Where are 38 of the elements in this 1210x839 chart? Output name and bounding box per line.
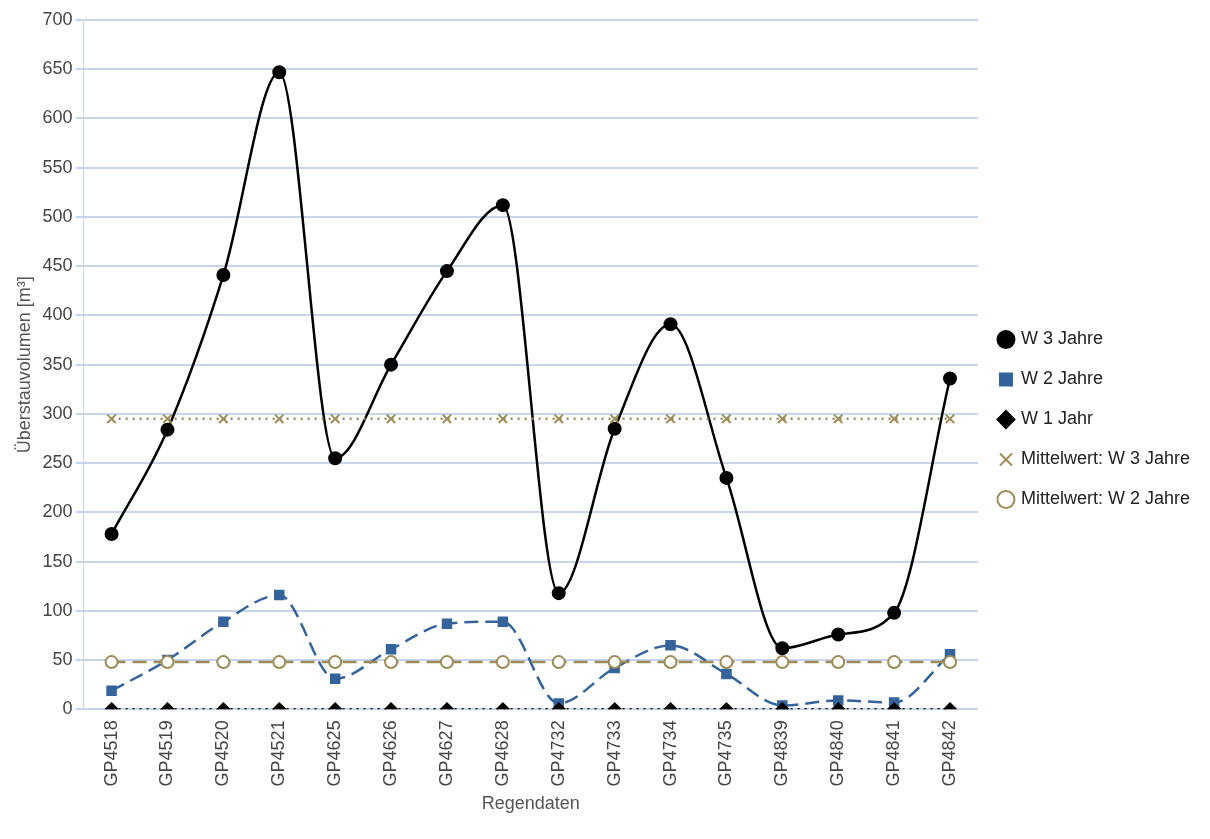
y-tick-label: 100: [42, 599, 73, 620]
y-tick-label: 400: [42, 304, 73, 325]
y-tick-label: 200: [42, 501, 73, 522]
y-tick-label: 700: [42, 8, 73, 29]
x-tick-label: GP4732: [547, 720, 568, 787]
legend-label: W 1 Jahr: [1020, 408, 1093, 429]
y-tick-label: 300: [42, 402, 73, 423]
y-tick-label: 0: [62, 698, 73, 719]
x-tick-label: GP4521: [268, 720, 289, 787]
legend-label: Mittelwert: W 2 Jahre: [1020, 488, 1191, 509]
x-tick-label: GP4735: [715, 720, 736, 787]
x-tick-label: GP4840: [827, 720, 848, 787]
y-tick-label: 350: [42, 353, 73, 374]
x-tick-label: GP4628: [491, 720, 512, 787]
x-tick-label: GP4626: [380, 720, 401, 787]
y-tick-label: 600: [42, 107, 73, 128]
x-tick-label: GP4734: [659, 720, 680, 787]
x-tick-label: GP4627: [435, 720, 456, 787]
y-tick-label: 250: [42, 452, 73, 473]
y-tick-label: 50: [52, 649, 73, 670]
y-tick-label: 150: [42, 550, 73, 571]
x-tick-label: GP4733: [603, 720, 624, 787]
y-tick-label: 500: [42, 205, 73, 226]
legend-label: W 2 Jahre: [1020, 368, 1103, 389]
x-tick-label: GP4841: [883, 720, 904, 787]
y-tick-label: 650: [42, 58, 73, 79]
x-tick-label: GP4518: [100, 720, 121, 787]
x-tick-label: GP4519: [156, 720, 177, 787]
x-axis-title: Regendaten: [481, 793, 580, 814]
x-tick-label: GP4625: [324, 720, 345, 787]
legend-label: W 3 Jahre: [1020, 328, 1103, 349]
y-axis-title: Überstauvolumen [m³]: [13, 276, 34, 454]
y-tick-label: 550: [42, 156, 73, 177]
x-tick-label: GP4839: [771, 720, 792, 787]
y-tick-label: 450: [42, 255, 73, 276]
legend-label: Mittelwert: W 3 Jahre: [1020, 448, 1191, 469]
x-tick-label: GP4842: [938, 720, 959, 787]
x-tick-label: GP4520: [212, 720, 233, 787]
